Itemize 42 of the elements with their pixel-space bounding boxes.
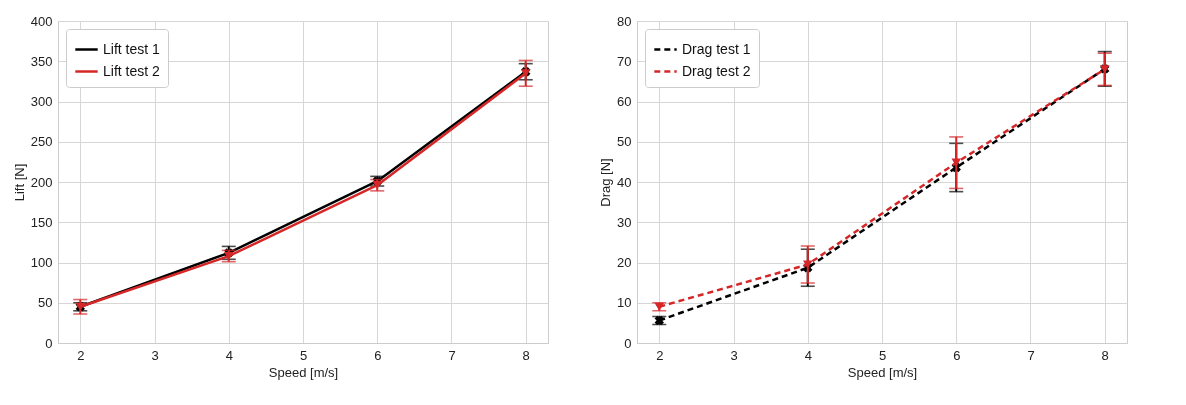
legend-label: Lift test 1 bbox=[103, 40, 161, 57]
y-tick-label: 60 bbox=[617, 94, 632, 109]
x-axis-title: Speed [m/s] bbox=[847, 364, 918, 380]
y-tick-label: 50 bbox=[617, 134, 632, 150]
y-tick-label: 0 bbox=[45, 335, 53, 351]
x-tick-label: 6 bbox=[374, 347, 382, 363]
y-axis-title: Drag [N] bbox=[598, 158, 614, 207]
y-tick-label: 100 bbox=[30, 255, 53, 270]
x-tick-label: 2 bbox=[77, 347, 85, 363]
x-tick-label: 4 bbox=[804, 347, 812, 363]
y-tick-label: 250 bbox=[30, 134, 53, 150]
x-tick-label: 8 bbox=[1101, 347, 1109, 363]
y-tick-label: 20 bbox=[617, 255, 632, 270]
legend-label: Drag test 2 bbox=[682, 62, 751, 79]
y-tick-label: 70 bbox=[617, 53, 632, 69]
x-tick-label: 6 bbox=[953, 347, 961, 363]
y-tick-label: 0 bbox=[624, 335, 632, 351]
x-tick-label: 4 bbox=[225, 347, 233, 363]
legend-label: Lift test 2 bbox=[103, 62, 161, 79]
y-tick-label: 400 bbox=[30, 13, 53, 29]
y-tick-label: 150 bbox=[30, 214, 53, 230]
y-tick-label: 200 bbox=[30, 174, 53, 190]
y-tick-label: 10 bbox=[617, 295, 632, 311]
point bbox=[951, 158, 961, 167]
x-tick-label: 7 bbox=[448, 347, 456, 363]
x-tick-label: 3 bbox=[151, 347, 159, 363]
x-tick-label: 2 bbox=[656, 347, 664, 363]
y-tick-label: 30 bbox=[617, 214, 632, 230]
x-tick-label: 7 bbox=[1027, 347, 1035, 363]
x-tick-label: 5 bbox=[878, 347, 887, 363]
y-tick-label: 350 bbox=[30, 53, 53, 69]
y-axis-title: Lift [N] bbox=[11, 163, 27, 202]
legend-label: Drag test 1 bbox=[682, 40, 751, 57]
y-tick-label: 80 bbox=[617, 13, 632, 29]
point bbox=[803, 260, 813, 269]
y-tick-label: 40 bbox=[617, 174, 632, 190]
y-tick-label: 50 bbox=[38, 295, 53, 311]
x-axis-title: Speed [m/s] bbox=[268, 364, 339, 380]
x-tick-label: 8 bbox=[522, 347, 530, 363]
x-tick-label: 3 bbox=[730, 347, 738, 363]
x-tick-label: 5 bbox=[299, 347, 308, 363]
y-tick-label: 300 bbox=[30, 94, 53, 109]
